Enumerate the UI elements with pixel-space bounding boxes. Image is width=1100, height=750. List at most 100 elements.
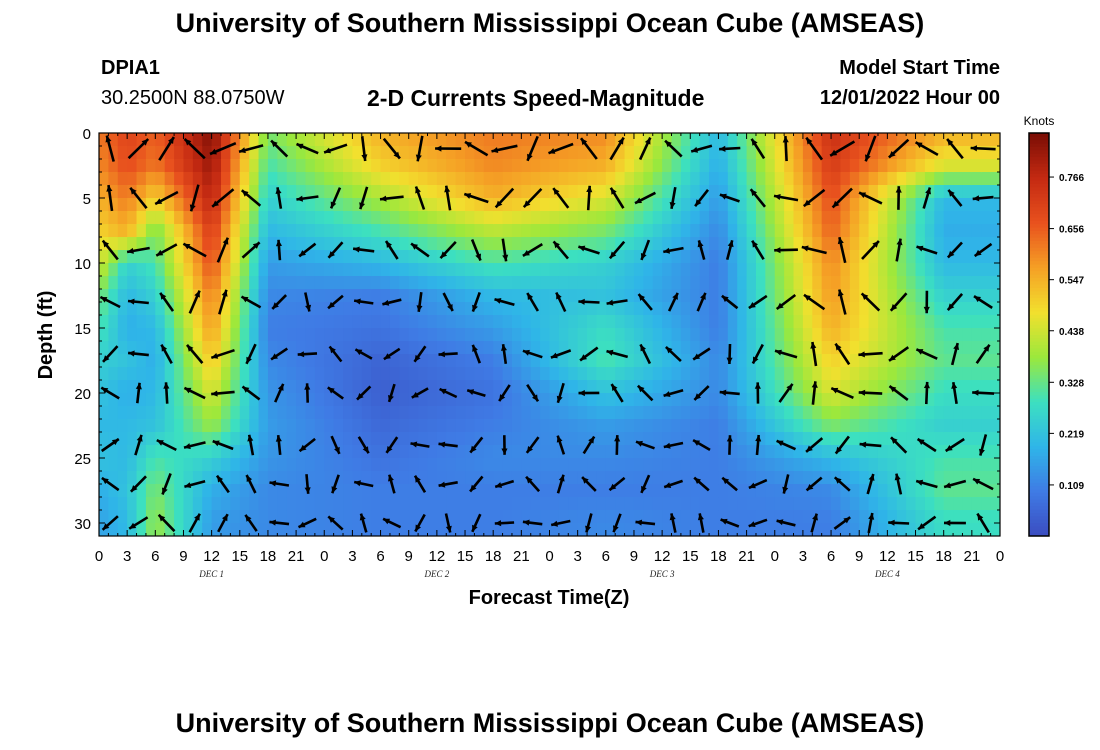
heatmap-cell [859, 146, 870, 160]
heatmap-cell [455, 419, 466, 433]
heatmap-cell [981, 172, 992, 186]
heatmap-cell [465, 419, 476, 433]
heatmap-cell [483, 276, 494, 290]
heatmap-cell [427, 237, 438, 251]
heatmap-cell [831, 393, 842, 407]
colorbar-segment [1029, 421, 1049, 426]
current-vector-arrow [327, 515, 344, 531]
current-vector-arrow [155, 243, 178, 257]
heatmap-cell [906, 263, 917, 277]
current-vector-arrow [916, 437, 937, 453]
heatmap-cell [849, 367, 860, 381]
colorbar-segment [1029, 361, 1049, 366]
heatmap-cell [802, 380, 813, 394]
heatmap-cell [568, 406, 579, 420]
heatmap-cell [652, 328, 663, 342]
heatmap-cell [727, 133, 738, 147]
heatmap-cell [849, 133, 860, 147]
heatmap-cell [877, 393, 888, 407]
heatmap-cell [455, 198, 466, 212]
heatmap-cell [615, 185, 626, 199]
heatmap-cell [615, 432, 626, 446]
heatmap-cell [896, 354, 907, 368]
heatmap-cell [877, 419, 888, 433]
current-vector-arrow [183, 137, 206, 160]
colorbar-segment [1029, 334, 1049, 339]
heatmap-cell [896, 445, 907, 459]
heatmap-cell [474, 367, 485, 381]
heatmap-cell [540, 185, 551, 199]
heatmap-cell [277, 523, 288, 536]
heatmap-cell [192, 471, 203, 485]
heatmap-cell [549, 497, 560, 511]
current-vector-arrow [973, 242, 993, 258]
colorbar-segment [1029, 297, 1049, 302]
heatmap-cell [643, 380, 654, 394]
heatmap-cell [380, 471, 391, 485]
heatmap-cell [699, 354, 710, 368]
heatmap-cell [831, 250, 842, 264]
heatmap-cell [906, 341, 917, 355]
heatmap-cell [183, 328, 194, 342]
current-vector-arrow [635, 440, 655, 450]
heatmap-cell [136, 237, 147, 251]
current-vector-arrow [719, 145, 741, 152]
heatmap-cell [418, 367, 429, 381]
heatmap-cell [859, 380, 870, 394]
heatmap-cell [906, 133, 917, 147]
heatmap-cell [511, 159, 522, 173]
current-vector-arrow [860, 292, 881, 312]
heatmap-cell [671, 172, 682, 186]
heatmap-cell [971, 302, 982, 316]
heatmap-cell [530, 419, 541, 433]
current-vector-arrow [384, 240, 399, 260]
heatmap-cell [924, 354, 935, 368]
current-vector-arrow [491, 144, 518, 153]
heatmap-cell [221, 406, 231, 420]
heatmap-cell [981, 237, 992, 251]
current-vector-arrow [720, 518, 740, 528]
heatmap-cell [784, 237, 795, 251]
current-vector-arrow [864, 135, 877, 162]
heatmap-cell [755, 497, 766, 511]
heatmap-cell [896, 302, 907, 316]
heatmap-cell [652, 211, 663, 225]
heatmap-cell [840, 380, 851, 394]
heatmap-cell [455, 185, 466, 199]
heatmap-cell [465, 393, 476, 407]
heatmap-cell [831, 354, 842, 368]
heatmap-cell [371, 263, 382, 277]
colorbar-segment [1029, 280, 1049, 285]
heatmap-cell [624, 185, 635, 199]
heatmap-cell [155, 302, 166, 316]
heatmap-cell [483, 393, 494, 407]
heatmap-cell [737, 302, 748, 316]
colorbar-segment [1029, 223, 1049, 228]
heatmap-cell [943, 458, 954, 472]
heatmap-cell [286, 133, 297, 147]
colorbar-segment [1029, 240, 1049, 245]
heatmap-cell [314, 445, 325, 459]
heatmap-cell [774, 341, 785, 355]
heatmap-cell [662, 211, 673, 225]
heatmap-cell [465, 276, 476, 290]
heatmap-cell [277, 341, 288, 355]
heatmap-cell [812, 133, 823, 147]
current-vector-arrow [748, 518, 768, 528]
heatmap-cell [446, 354, 457, 368]
heatmap-cell [812, 354, 823, 368]
heatmap-cell [371, 250, 382, 264]
heatmap-cell [277, 367, 288, 381]
heatmap-cell [633, 302, 644, 316]
heatmap-cell [314, 510, 325, 524]
heatmap-cell [831, 458, 842, 472]
heatmap-cell [371, 367, 382, 381]
heatmap-cell [774, 250, 785, 264]
heatmap-cell [474, 263, 485, 277]
heatmap-cell [633, 393, 644, 407]
current-vector-arrow [410, 242, 430, 258]
heatmap-cell [239, 328, 250, 342]
heatmap-cell [446, 510, 457, 524]
x-tick-label: 18 [485, 548, 502, 565]
heatmap-cell [718, 510, 729, 524]
